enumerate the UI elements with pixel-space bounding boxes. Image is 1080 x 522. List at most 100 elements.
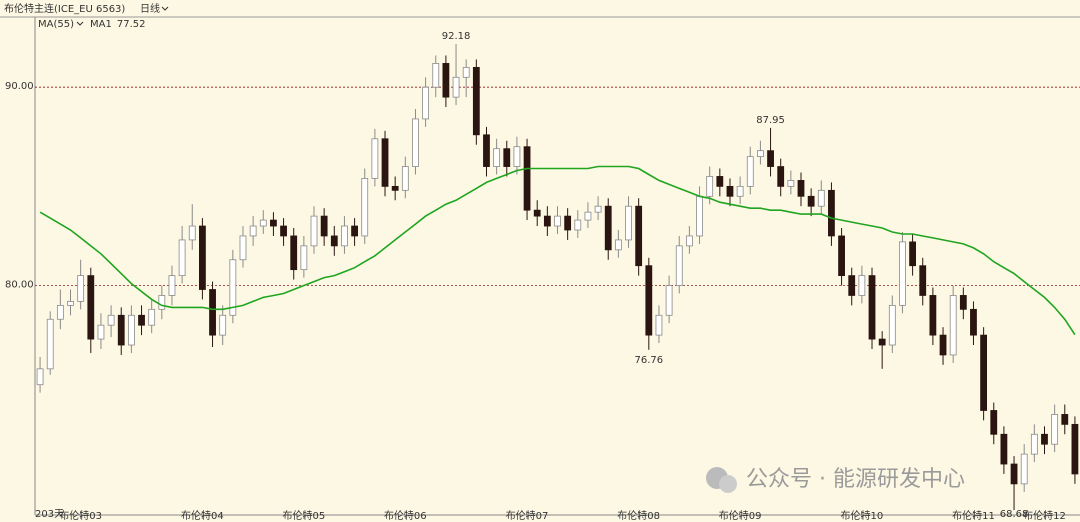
candle-body bbox=[554, 215, 561, 227]
candle-body bbox=[625, 205, 632, 241]
candle-body bbox=[980, 334, 988, 411]
candle-body bbox=[746, 156, 754, 187]
x-tick-label: 布伦特05 bbox=[282, 509, 325, 522]
candle-body bbox=[635, 205, 643, 267]
candle-body bbox=[391, 185, 399, 191]
candle-body bbox=[685, 235, 693, 247]
candle-body bbox=[736, 185, 744, 197]
candle-body bbox=[513, 146, 521, 167]
candle-body bbox=[970, 308, 977, 336]
x-tick-label: 布伦特08 bbox=[617, 509, 660, 522]
period-dropdown-icon[interactable] bbox=[161, 6, 169, 11]
candle-body bbox=[188, 225, 196, 241]
candle-body bbox=[199, 225, 206, 290]
price-annotation: 92.18 bbox=[442, 31, 471, 42]
candle-body bbox=[1041, 433, 1048, 445]
indicator-label[interactable]: MA(55) bbox=[38, 19, 74, 30]
candle-body bbox=[899, 241, 906, 306]
candle-body bbox=[341, 225, 348, 247]
chart-title: 布伦特主连(ICE_EU 6563) bbox=[4, 2, 125, 15]
candle-body bbox=[1061, 414, 1069, 425]
candle-body bbox=[848, 275, 856, 296]
indicator-dropdown-icon[interactable] bbox=[76, 21, 84, 26]
candle-body bbox=[594, 205, 602, 213]
candle-body bbox=[148, 308, 156, 326]
candle-body bbox=[107, 314, 115, 326]
candle-body bbox=[422, 86, 430, 120]
candle-body bbox=[1071, 423, 1079, 475]
candle-body bbox=[462, 66, 470, 78]
candle-body bbox=[117, 314, 125, 346]
candle-body bbox=[1010, 463, 1018, 485]
candle-body bbox=[706, 176, 714, 197]
candle-body bbox=[716, 176, 724, 187]
candle-body bbox=[178, 239, 186, 277]
candle-body bbox=[614, 239, 622, 251]
ma-line bbox=[39, 165, 1076, 336]
candle-body bbox=[97, 324, 105, 340]
candle-body bbox=[381, 138, 389, 187]
candle-body bbox=[604, 205, 612, 251]
candle-body bbox=[259, 219, 267, 227]
candle-body bbox=[878, 338, 886, 346]
candle-body bbox=[665, 285, 673, 316]
candle-body bbox=[828, 189, 835, 237]
price-annotation: 87.95 bbox=[756, 115, 785, 126]
price-annotation: 76.76 bbox=[634, 355, 663, 366]
candle-body bbox=[888, 304, 896, 346]
candle-body bbox=[1030, 433, 1038, 455]
candle-body bbox=[158, 295, 166, 310]
candle-body bbox=[472, 66, 480, 136]
candle-body bbox=[797, 180, 805, 197]
watermark: 公众号 · 能源研发中心 bbox=[706, 467, 965, 493]
candle-body bbox=[533, 209, 541, 217]
x-tick-label: 布伦特10 bbox=[841, 509, 884, 522]
candle-body bbox=[1000, 433, 1008, 465]
candle-body bbox=[564, 215, 572, 231]
candle-body bbox=[493, 148, 501, 167]
candle-body bbox=[503, 148, 511, 167]
candle-body bbox=[270, 219, 277, 227]
candle-body bbox=[543, 215, 551, 227]
candle-body bbox=[919, 265, 927, 296]
period[interactable]: 日线 bbox=[140, 2, 160, 15]
candle-body bbox=[523, 146, 531, 211]
candle-body bbox=[757, 150, 764, 158]
candle-body bbox=[442, 63, 450, 98]
candle-body bbox=[858, 275, 866, 296]
candle-body bbox=[310, 215, 318, 247]
x-tick-label: 布伦特04 bbox=[181, 509, 224, 522]
candle-body bbox=[817, 189, 825, 207]
candle-body bbox=[56, 304, 64, 320]
candle-body bbox=[655, 314, 663, 336]
candle-body bbox=[939, 334, 947, 356]
candle-body bbox=[990, 410, 998, 435]
candle-body bbox=[574, 219, 582, 231]
x-tick-label: 布伦特09 bbox=[719, 509, 762, 522]
y-tick-label: 90.00 bbox=[5, 81, 34, 92]
ma-legend-value: 77.52 bbox=[117, 19, 146, 30]
candle-body bbox=[868, 275, 876, 340]
candle-body bbox=[1051, 414, 1059, 445]
x-tick-label: 布伦特12 bbox=[1023, 509, 1066, 522]
candle-body bbox=[300, 245, 308, 271]
candle-body bbox=[838, 235, 845, 277]
candle-body bbox=[87, 275, 95, 340]
watermark-icon bbox=[719, 475, 737, 493]
candle-body bbox=[127, 314, 135, 346]
candle-body bbox=[959, 295, 967, 310]
candle-body bbox=[371, 138, 379, 179]
candle-body bbox=[280, 225, 287, 237]
candle-body bbox=[767, 150, 774, 167]
candle-body bbox=[909, 241, 916, 267]
candle-body bbox=[1020, 453, 1028, 485]
count-label: 203天 bbox=[35, 509, 64, 520]
candle-body bbox=[229, 259, 237, 316]
candle-body bbox=[138, 314, 145, 326]
candle-body bbox=[432, 63, 440, 88]
x-tick-label: 布伦特03 bbox=[59, 509, 102, 522]
candle-body bbox=[949, 295, 957, 356]
x-tick-label: 布伦特11 bbox=[952, 509, 995, 522]
